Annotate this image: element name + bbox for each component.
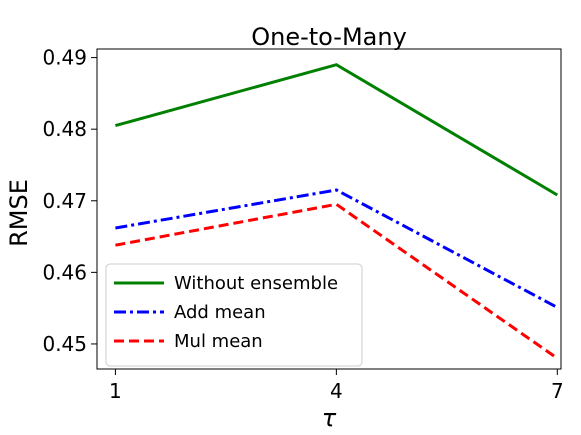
x-tick-label: 4 [330,379,343,403]
y-tick-label: 0.48 [42,117,87,141]
legend: Without ensemble Add mean Mul mean [105,263,363,367]
y-axis-label: RMSE [5,179,33,247]
legend-label-0: Without ensemble [174,273,338,294]
y-tick-label: 0.45 [42,332,87,356]
legend-label-1: Add mean [174,302,266,323]
x-tick-label: 7 [551,379,564,403]
y-tick-label: 0.49 [42,46,87,70]
y-tick-label: 0.46 [42,260,87,284]
legend-label-2: Mul mean [174,331,263,352]
series-line-1 [115,188,559,309]
chart-title: One-to-Many [251,23,407,51]
plot-frame [96,48,562,370]
x-tick-label: 1 [109,379,122,403]
x-axis-label: τ [322,404,337,432]
series-line-0 [115,63,559,197]
y-tick-label: 0.47 [42,189,87,213]
legend-box [105,263,363,367]
